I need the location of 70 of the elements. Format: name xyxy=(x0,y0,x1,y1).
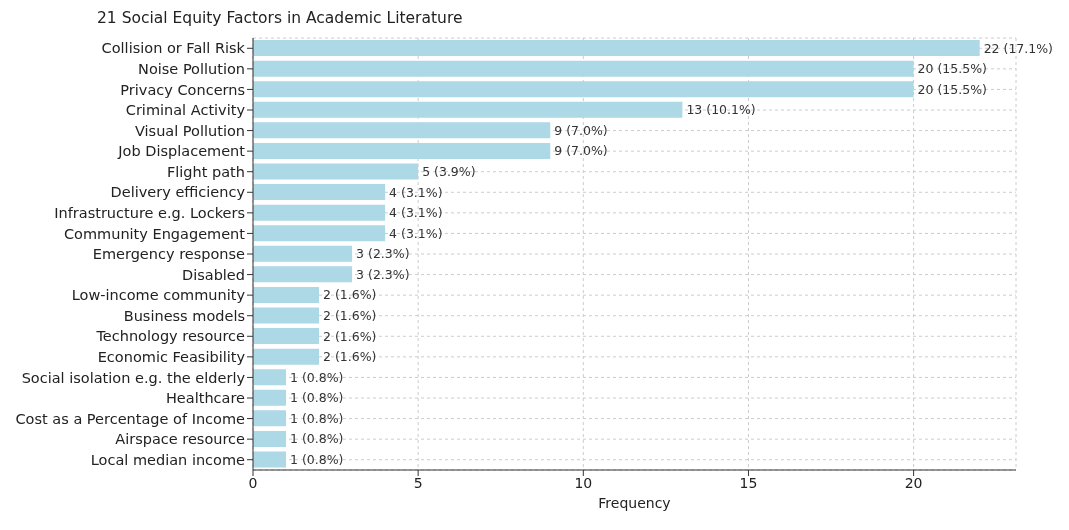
data-label: 22 (17.1%) xyxy=(983,40,1054,56)
data-label: 5 (3.9%) xyxy=(422,163,476,179)
data-label: 3 (2.3%) xyxy=(356,246,410,262)
y-tick-label: Job Displacement xyxy=(117,143,246,160)
bar xyxy=(253,184,386,201)
bar xyxy=(253,410,287,427)
data-label: 9 (7.0%) xyxy=(554,122,608,138)
data-label: 3 (2.3%) xyxy=(356,266,410,282)
x-tick-label: 20 xyxy=(904,474,923,491)
bar xyxy=(253,40,980,57)
bar xyxy=(253,225,386,242)
x-tick-label: 10 xyxy=(574,474,593,491)
y-tick-label: Disabled xyxy=(182,266,245,283)
bar xyxy=(253,369,287,386)
y-tick-label: Emergency response xyxy=(92,246,246,263)
data-label: 4 (3.1%) xyxy=(389,205,443,221)
y-tick-label: Privacy Concerns xyxy=(120,81,245,98)
x-axis-title: Frequency xyxy=(598,495,671,511)
data-label: 1 (0.8%) xyxy=(290,369,344,385)
bar xyxy=(253,348,320,365)
data-label: 13 (10.1%) xyxy=(686,102,756,118)
bar xyxy=(253,307,320,324)
y-tick-label: Social isolation e.g. the elderly xyxy=(21,369,246,386)
data-label: 2 (1.6%) xyxy=(323,307,377,323)
bar xyxy=(253,389,287,406)
bar xyxy=(253,430,287,447)
y-tick-label: Collision or Fall Risk xyxy=(101,40,246,57)
bar xyxy=(253,266,353,283)
bar xyxy=(253,328,320,345)
data-label: 1 (0.8%) xyxy=(290,390,344,406)
data-label: 1 (0.8%) xyxy=(290,410,344,426)
data-label: 1 (0.8%) xyxy=(290,431,344,447)
y-tick-label: Infrastructure e.g. Lockers xyxy=(54,205,245,221)
y-tick-label: Airspace resource xyxy=(115,431,246,448)
y-tick-label: Technology resource xyxy=(95,328,246,345)
bar xyxy=(253,204,386,221)
y-tick-label: Criminal Activity xyxy=(125,102,246,119)
y-tick-label: Flight path xyxy=(166,163,245,180)
y-tick-label: Economic Feasibility xyxy=(97,349,246,365)
data-label: 1 (0.8%) xyxy=(290,451,344,467)
data-label: 20 (15.5%) xyxy=(917,61,987,77)
data-label: 9 (7.0%) xyxy=(554,143,608,159)
y-tick-label: Delivery efficiency xyxy=(110,184,246,201)
data-label: 20 (15.5%) xyxy=(917,81,987,97)
y-tick-label: Visual Pollution xyxy=(134,122,245,139)
bar xyxy=(253,142,551,159)
bar xyxy=(253,451,287,468)
y-tick-label: Healthcare xyxy=(165,390,246,407)
data-label: 2 (1.6%) xyxy=(323,287,377,303)
x-tick-label: 15 xyxy=(739,474,758,491)
y-tick-label: Noise Pollution xyxy=(138,61,245,77)
x-tick-label: 5 xyxy=(413,474,423,491)
y-tick-label: Cost as a Percentage of Income xyxy=(15,410,246,427)
bar xyxy=(253,122,551,139)
bar xyxy=(253,101,683,118)
chart-title: 21 Social Equity Factors in Academic Literature xyxy=(97,9,463,27)
bar xyxy=(253,163,419,180)
bar xyxy=(253,245,353,262)
y-tick-label: Local median income xyxy=(90,451,246,468)
data-label: 4 (3.1%) xyxy=(389,184,443,200)
y-tick-label: Low-income community xyxy=(71,287,246,304)
data-label: 2 (1.6%) xyxy=(323,328,377,344)
y-tick-label: Community Engagement xyxy=(63,225,246,242)
y-tick-label: Business models xyxy=(123,307,245,324)
data-label: 4 (3.1%) xyxy=(389,225,443,241)
bar xyxy=(253,60,914,77)
x-tick-label: 0 xyxy=(248,474,258,491)
data-label: 2 (1.6%) xyxy=(323,349,377,365)
bar xyxy=(253,286,320,303)
bar xyxy=(253,81,914,98)
